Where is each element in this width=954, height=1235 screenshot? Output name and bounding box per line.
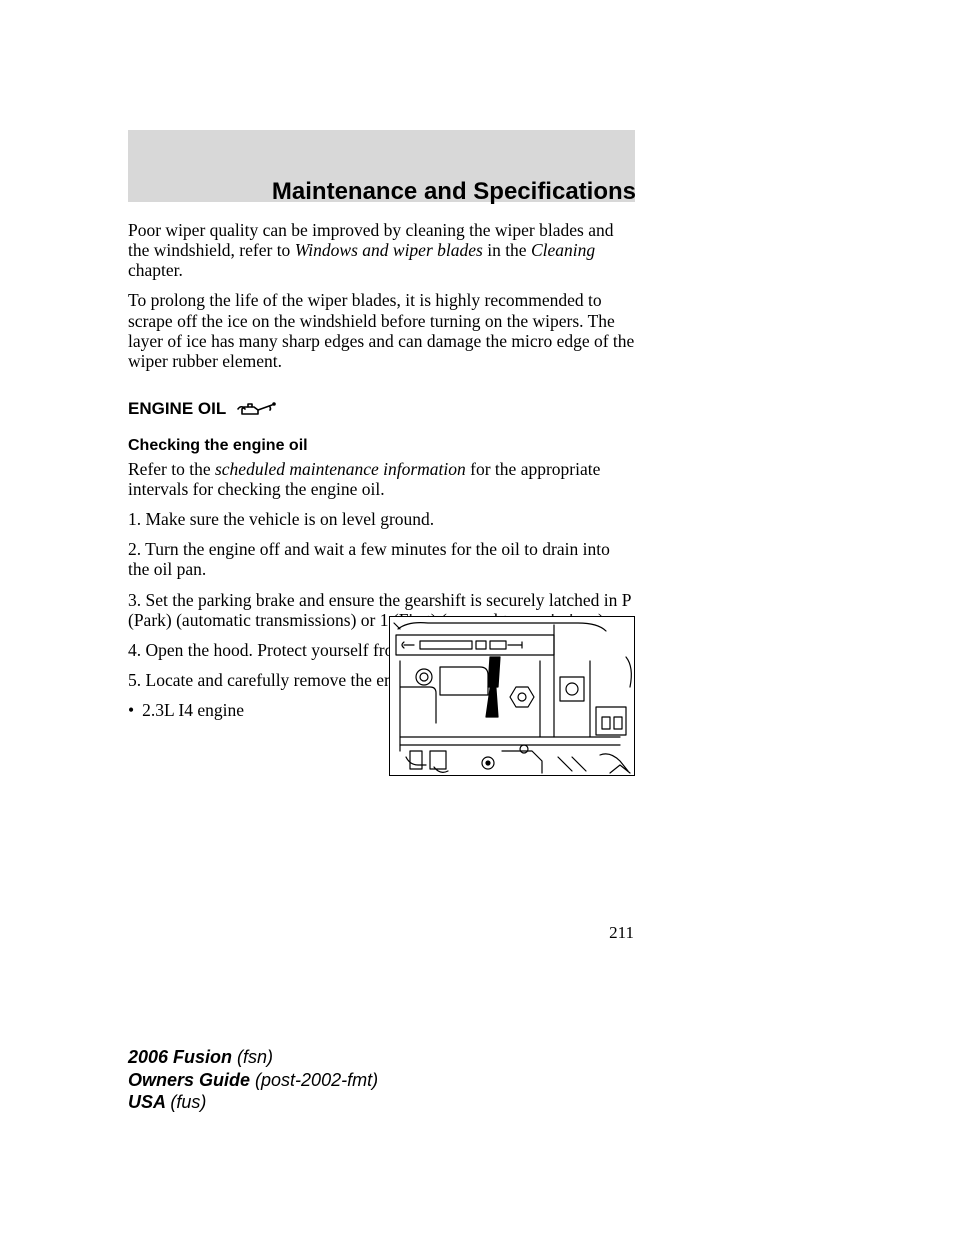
text-run: chapter.	[128, 260, 183, 280]
footer-block: 2006 Fusion (fsn) Owners Guide (post-200…	[128, 1046, 378, 1114]
engine-diagram	[389, 616, 635, 776]
footer-line-3: USA (fus)	[128, 1091, 378, 1114]
footer-code-3: (fus)	[170, 1092, 206, 1112]
oil-can-icon	[234, 399, 278, 419]
footer-region: USA	[128, 1092, 170, 1112]
paragraph-wiper-ice: To prolong the life of the wiper blades,…	[128, 290, 635, 371]
footer-line-1: 2006 Fusion (fsn)	[128, 1046, 378, 1069]
footer-code-2: (post-2002-fmt)	[255, 1070, 378, 1090]
subheading-checking-oil: Checking the engine oil	[128, 437, 635, 455]
chapter-title: Maintenance and Specifications	[272, 178, 636, 206]
text-run: in the	[483, 240, 531, 260]
paragraph-check-intro: Refer to the scheduled maintenance infor…	[128, 459, 635, 499]
section-heading-engine-oil: ENGINE OIL	[128, 399, 635, 419]
text-italic: Windows and wiper blades	[295, 240, 483, 260]
step-1: 1. Make sure the vehicle is on level gro…	[128, 509, 635, 529]
step-2: 2. Turn the engine off and wait a few mi…	[128, 539, 635, 579]
section-heading-text: ENGINE OIL	[128, 399, 226, 419]
text-italic: scheduled maintenance information	[215, 459, 466, 479]
text-italic: Cleaning	[531, 240, 595, 260]
footer-guide: Owners Guide	[128, 1070, 255, 1090]
footer-code-1: (fsn)	[237, 1047, 273, 1067]
footer-model: 2006 Fusion	[128, 1047, 237, 1067]
text-run: Refer to the	[128, 459, 215, 479]
bullet-marker: •	[128, 700, 134, 720]
footer-line-2: Owners Guide (post-2002-fmt)	[128, 1069, 378, 1092]
page-number: 211	[609, 923, 634, 943]
paragraph-wiper-quality: Poor wiper quality can be improved by cl…	[128, 220, 635, 280]
